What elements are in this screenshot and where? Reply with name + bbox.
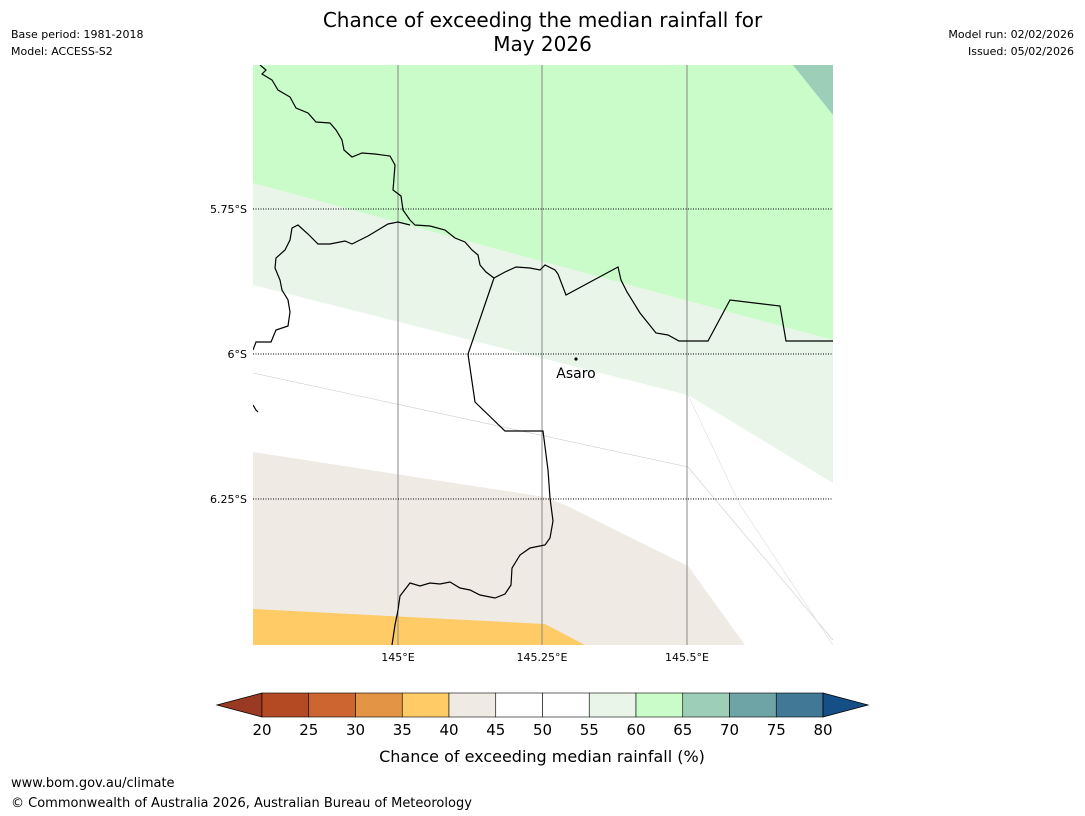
province-boundary-west bbox=[253, 221, 411, 351]
colorbar-tick-60: 60 bbox=[626, 721, 645, 739]
lon-label-145: 145°E bbox=[381, 651, 414, 664]
model-run: Model run: 02/02/2026 bbox=[948, 28, 1074, 41]
colorbar-bin-55-60 bbox=[588, 692, 637, 718]
asaro-marker bbox=[574, 357, 578, 361]
lat-label-6: 6°S bbox=[228, 348, 247, 361]
colorbar-tick-20: 20 bbox=[252, 721, 271, 739]
boundary-fragment bbox=[253, 404, 259, 413]
chart-title-line2: May 2026 bbox=[493, 32, 592, 56]
colorbar-tick-50: 50 bbox=[533, 721, 552, 739]
province-boundary-north bbox=[259, 65, 833, 342]
issued-date: Issued: 05/02/2026 bbox=[967, 45, 1074, 58]
colorbar-tick-70: 70 bbox=[720, 721, 739, 739]
chart-title-line1: Chance of exceeding the median rainfall … bbox=[322, 8, 763, 32]
colorbar-bin-20-25 bbox=[261, 692, 310, 718]
colorbar-bin-75-80 bbox=[775, 692, 824, 718]
colorbar-extend-high bbox=[822, 692, 870, 718]
chart-title: Chance of exceeding the median rainfall … bbox=[0, 8, 1085, 56]
colorbar-tick-40: 40 bbox=[439, 721, 458, 739]
colorbar-bin-40-45 bbox=[448, 692, 497, 718]
colorbar-tick-55: 55 bbox=[580, 721, 599, 739]
colorbar-tick-25: 25 bbox=[299, 721, 318, 739]
lon-label-145-25: 145.25°E bbox=[517, 651, 568, 664]
model-name: Model: ACCESS-S2 bbox=[11, 45, 113, 58]
colorbar-bin-60-65 bbox=[635, 692, 684, 718]
colorbar-bin-70-75 bbox=[729, 692, 777, 718]
colorbar-tick-35: 35 bbox=[393, 721, 412, 739]
colorbar-bin-25-30 bbox=[308, 692, 356, 718]
colorbar-bin-65-70 bbox=[682, 692, 730, 718]
colorbar-bin-35-40 bbox=[401, 692, 450, 718]
lat-label-5-75: 5.75°S bbox=[210, 203, 247, 216]
colorbar: 20 25 30 35 40 45 50 55 60 65 70 75 80 bbox=[215, 692, 870, 739]
colorbar-bin-50-55 bbox=[542, 692, 590, 718]
colorbar-tick-80: 80 bbox=[813, 721, 832, 739]
region-35-40 bbox=[253, 609, 585, 645]
colorbar-bin-45-50 bbox=[495, 692, 543, 718]
colorbar-tick-75: 75 bbox=[767, 721, 786, 739]
region-40-45 bbox=[253, 452, 745, 645]
meta-right: Model run: 02/02/2026 Issued: 05/02/2026 bbox=[948, 26, 1074, 60]
footer-url[interactable]: www.bom.gov.au/climate bbox=[11, 776, 175, 791]
colorbar-tick-45: 45 bbox=[486, 721, 505, 739]
colorbar-bin-30-35 bbox=[355, 692, 403, 718]
colorbar-tick-30: 30 bbox=[346, 721, 365, 739]
colorbar-extend-low bbox=[215, 692, 263, 718]
colorbar-tick-65: 65 bbox=[673, 721, 692, 739]
base-period: Base period: 1981-2018 bbox=[11, 28, 144, 41]
meta-left: Base period: 1981-2018 Model: ACCESS-S2 bbox=[11, 26, 143, 60]
contour-line-2 bbox=[687, 394, 833, 645]
map-layer: Asaro bbox=[253, 65, 833, 645]
footer-copyright: © Commonwealth of Australia 2026, Austra… bbox=[11, 796, 472, 811]
lat-label-6-25: 6.25°S bbox=[210, 493, 247, 506]
asaro-label: Asaro bbox=[556, 366, 595, 382]
lon-label-145-5: 145.5°E bbox=[665, 651, 709, 664]
colorbar-label: Chance of exceeding median rainfall (%) bbox=[379, 747, 705, 766]
region-65-70 bbox=[793, 65, 833, 115]
province-boundary-south bbox=[391, 277, 554, 645]
